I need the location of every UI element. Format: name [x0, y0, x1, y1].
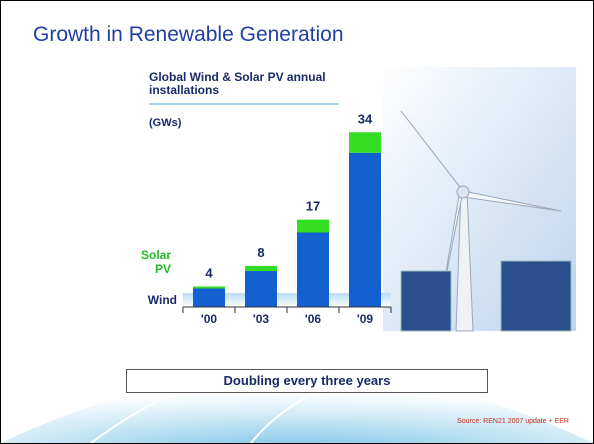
total-label: 8 [257, 245, 264, 260]
x-tick-label: '00 [201, 312, 218, 326]
bar-segment [245, 271, 277, 307]
total-label: 17 [306, 199, 320, 214]
total-label: 4 [205, 265, 213, 280]
bar-segment [193, 289, 225, 308]
unit-label: (GWs) [149, 117, 181, 129]
chart-title: Global Wind & Solar PV annual installati… [149, 71, 349, 97]
callout: Doubling every three years [126, 369, 488, 393]
bar-segment [297, 232, 329, 307]
x-tick-label: '03 [253, 312, 270, 326]
source-note: Source: REN21 2007 update + EER [457, 418, 569, 425]
legend-label: Wind [148, 293, 177, 307]
bar-segment [297, 220, 329, 233]
x-tick-label: '06 [305, 312, 322, 326]
slide-title: Growth in Renewable Generation [33, 23, 344, 47]
bar-segment [349, 132, 381, 153]
x-tick-label: '09 [357, 312, 374, 326]
total-label: 34 [358, 111, 373, 126]
bar-segment [193, 286, 225, 288]
bar-segment [349, 153, 381, 307]
slide: 4 '00 8 '03 17 '06 34 '09 SolarPV Wind Growth in … [0, 0, 594, 444]
bar-segment [245, 266, 277, 271]
